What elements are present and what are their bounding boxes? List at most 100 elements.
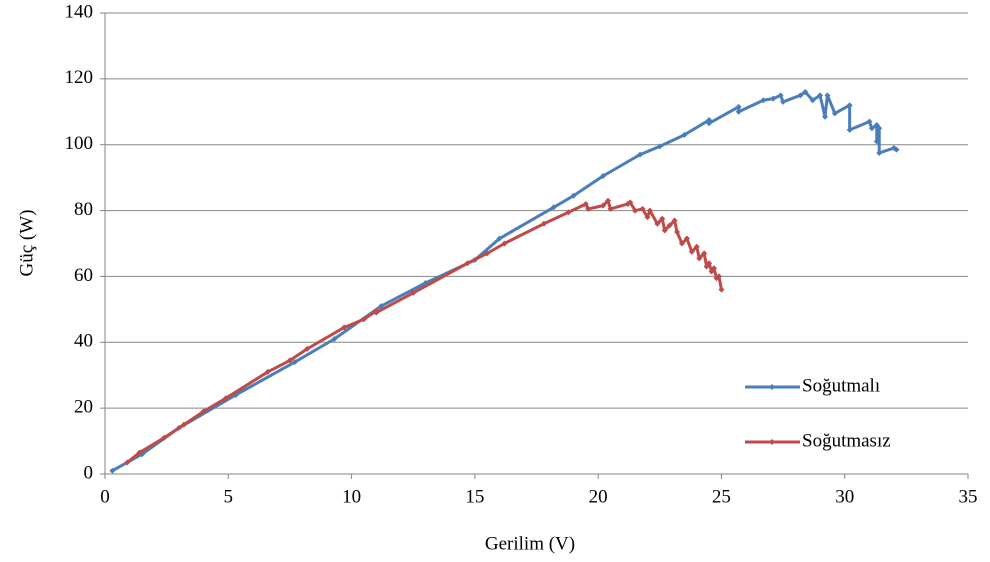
point [780, 98, 787, 105]
legend-marker [769, 384, 775, 390]
point [760, 97, 767, 104]
point [644, 214, 651, 221]
point [659, 215, 666, 222]
x-tick-label: 35 [959, 486, 978, 507]
point [866, 118, 873, 125]
point [770, 95, 777, 102]
legend-label: Soğutmasız [802, 430, 891, 451]
point [797, 92, 804, 99]
point [605, 197, 612, 204]
point [331, 335, 338, 342]
point [846, 102, 853, 109]
point [817, 92, 824, 99]
point [706, 120, 713, 127]
point [484, 250, 491, 257]
point [570, 192, 577, 199]
point [600, 172, 607, 179]
point [360, 316, 367, 323]
point [876, 149, 883, 156]
y-tick-label: 0 [84, 462, 94, 483]
point [540, 220, 547, 227]
point [200, 408, 207, 415]
point [161, 434, 168, 441]
point [639, 205, 646, 212]
point [893, 146, 900, 153]
series-line [111, 90, 898, 473]
point [582, 200, 589, 207]
y-tick-label: 60 [74, 265, 93, 286]
point [681, 131, 688, 138]
x-tick-label: 20 [589, 486, 608, 507]
legend-marker [769, 439, 775, 445]
point [777, 92, 784, 99]
point [464, 260, 471, 267]
point [831, 110, 838, 117]
point [661, 227, 668, 234]
series-line [126, 199, 723, 464]
point [286, 357, 293, 364]
point [222, 395, 229, 402]
x-axis-label: Gerilim (V) [485, 533, 575, 554]
point [585, 205, 592, 212]
point [550, 204, 557, 211]
point [718, 286, 725, 293]
point [868, 125, 875, 132]
point [706, 117, 713, 124]
point [715, 273, 722, 280]
point [666, 222, 673, 229]
point [607, 205, 614, 212]
point [802, 89, 809, 96]
point [501, 240, 508, 247]
point [291, 359, 298, 366]
point [696, 255, 703, 262]
y-axis-label: Güç (W) [16, 210, 37, 277]
x-tick-label: 25 [712, 486, 731, 507]
point [627, 199, 634, 206]
point [693, 243, 700, 250]
point [706, 260, 713, 267]
point [678, 240, 685, 247]
x-tick-label: 15 [465, 486, 484, 507]
point [656, 143, 663, 150]
x-tick-label: 0 [100, 486, 110, 507]
point [701, 250, 708, 257]
point [671, 217, 678, 224]
y-tick-label: 40 [74, 331, 93, 352]
point [109, 467, 116, 474]
point [264, 368, 271, 375]
x-tick-label: 30 [835, 486, 854, 507]
point [873, 138, 880, 145]
point [565, 209, 572, 216]
y-tick-label: 100 [65, 133, 94, 154]
point [410, 289, 417, 296]
y-tick-label: 80 [74, 199, 93, 220]
point [124, 459, 131, 466]
point [876, 125, 883, 132]
point [496, 235, 503, 242]
point [824, 92, 831, 99]
point [674, 228, 681, 235]
point [373, 309, 380, 316]
y-tick-label: 120 [65, 67, 94, 88]
y-tick-label: 140 [65, 1, 94, 22]
point [711, 265, 718, 272]
x-tick-label: 10 [342, 486, 361, 507]
point [646, 207, 653, 214]
point [136, 449, 143, 456]
point [735, 108, 742, 115]
point [304, 345, 311, 352]
point [846, 126, 853, 133]
point [683, 235, 690, 242]
point [180, 421, 187, 428]
point [600, 202, 607, 209]
point [632, 207, 639, 214]
point [809, 97, 816, 104]
point [821, 113, 828, 120]
y-tick-label: 20 [74, 397, 93, 418]
point [688, 248, 695, 255]
legend-label: Soğutmalı [802, 375, 880, 396]
point [654, 220, 661, 227]
x-tick-label: 5 [224, 486, 234, 507]
point [735, 103, 742, 110]
